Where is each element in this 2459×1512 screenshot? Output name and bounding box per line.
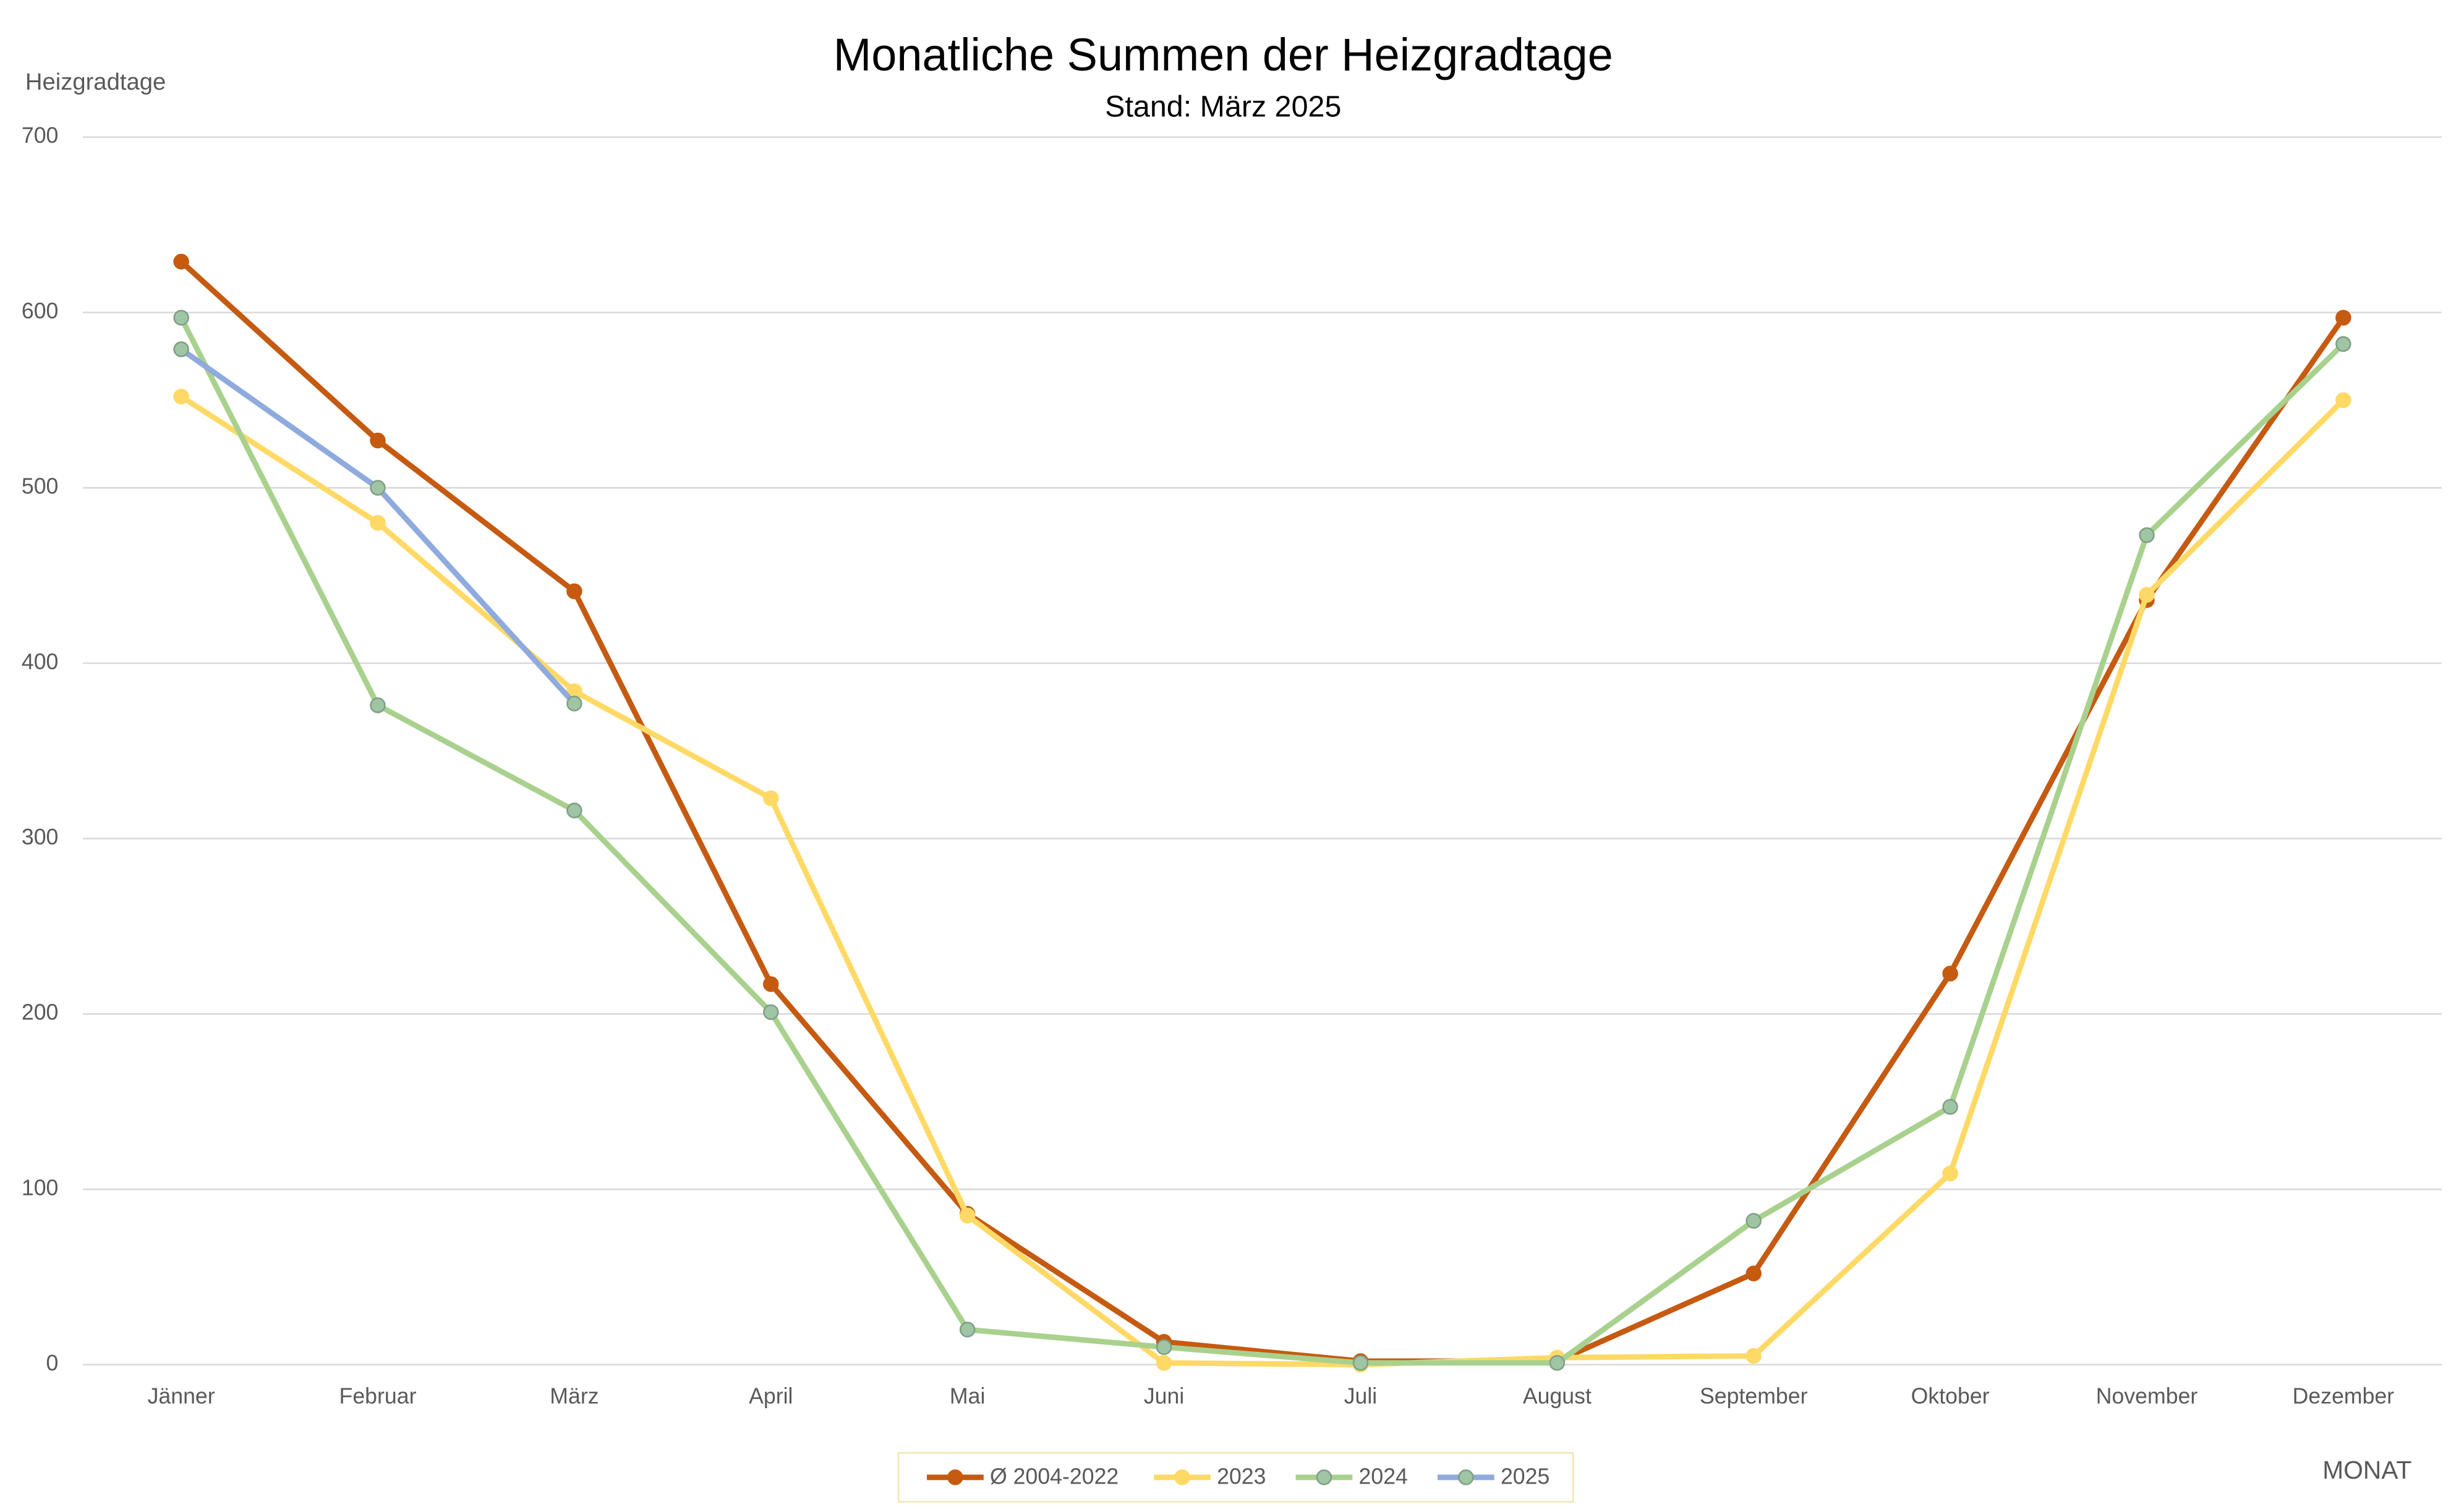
y-axis-label: Heizgradtage [25, 69, 166, 95]
x-tick-label: August [1523, 1384, 1592, 1409]
data-point [370, 480, 386, 496]
data-point [1942, 1165, 1958, 1182]
y-tick-label: 400 [22, 649, 59, 674]
x-tick-label: Oktober [1911, 1384, 1990, 1409]
data-point [1745, 1265, 1762, 1281]
data-point [959, 1207, 976, 1224]
y-tick-label: 0 [46, 1351, 59, 1375]
data-point [370, 432, 386, 449]
x-tick-label: Juni [1144, 1384, 1184, 1409]
data-point [370, 515, 386, 531]
chart-title: Monatliche Summen der Heizgradtage [833, 29, 1613, 80]
data-point [2139, 527, 2155, 543]
data-point [2335, 310, 2351, 326]
legend-label: 2024 [1359, 1464, 1408, 1489]
data-point [1745, 1213, 1762, 1229]
series-line [179, 394, 2346, 1368]
x-tick-label: Juli [1344, 1384, 1378, 1409]
data-point [1942, 1098, 1958, 1115]
legend-marker [947, 1469, 963, 1485]
data-point [1549, 1355, 1566, 1371]
y-tick-label: 500 [22, 474, 59, 499]
y-tick-label: 100 [22, 1175, 59, 1200]
data-point [566, 695, 582, 711]
data-point [1156, 1339, 1172, 1356]
x-tick-label: Dezember [2293, 1384, 2395, 1409]
data-point [173, 388, 189, 405]
legend-marker [1174, 1469, 1190, 1485]
data-point [1156, 1355, 1172, 1371]
legend-box [897, 1452, 1574, 1503]
data-point [959, 1322, 976, 1338]
x-tick-label: April [749, 1384, 793, 1409]
series-line [179, 259, 2346, 1364]
x-tick-label: März [550, 1384, 599, 1409]
x-tick-label: Jänner [148, 1384, 215, 1409]
data-point [1942, 966, 1958, 982]
data-point [1745, 1348, 1762, 1364]
data-point [1352, 1355, 1369, 1371]
data-point [173, 253, 189, 270]
x-tick-label: September [1700, 1384, 1808, 1409]
data-point [173, 310, 189, 326]
data-point [763, 1004, 779, 1021]
legend-label: 2023 [1217, 1464, 1266, 1489]
y-tick-label: 700 [22, 123, 59, 148]
x-axis-label: MONAT [2322, 1456, 2411, 1484]
series-line [179, 316, 2346, 1366]
x-tick-label: November [2096, 1384, 2198, 1409]
legend-label: 2025 [1501, 1464, 1549, 1489]
data-point [2139, 587, 2155, 603]
data-point [173, 341, 189, 357]
data-point [763, 976, 779, 992]
y-tick-label: 200 [22, 1000, 59, 1025]
legend-marker [1316, 1469, 1332, 1485]
data-point [370, 697, 386, 713]
legend-label: Ø 2004-2022 [990, 1464, 1119, 1489]
chart-subtitle: Stand: März 2025 [1105, 90, 1341, 124]
y-tick-label: 600 [22, 299, 59, 323]
x-tick-label: Februar [339, 1384, 417, 1409]
y-tick-label: 300 [22, 825, 59, 849]
data-point [2335, 336, 2351, 352]
legend-marker [1458, 1469, 1474, 1485]
data-point [566, 583, 582, 600]
x-tick-label: Mai [950, 1384, 985, 1409]
data-point [2335, 392, 2351, 409]
data-point [566, 802, 582, 818]
data-point [763, 790, 779, 807]
